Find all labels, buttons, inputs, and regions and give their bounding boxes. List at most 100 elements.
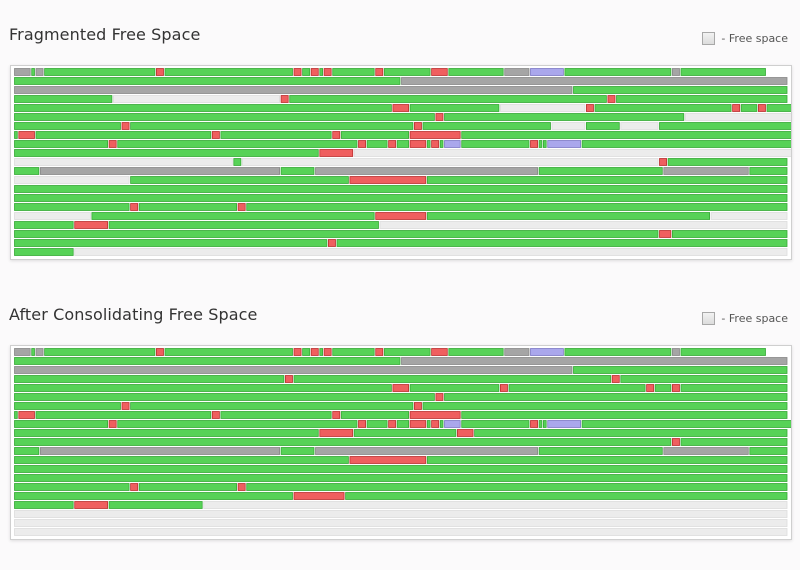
used-cluster-block xyxy=(353,429,457,437)
used-cluster-block xyxy=(14,465,788,473)
unmovable-cluster-block xyxy=(375,68,384,76)
used-cluster-block xyxy=(667,158,788,166)
used-cluster-block xyxy=(246,483,788,491)
free-space-block xyxy=(14,176,130,184)
used-cluster-block xyxy=(14,429,319,437)
used-cluster-block xyxy=(616,95,788,103)
unmovable-cluster-block xyxy=(108,420,117,428)
used-cluster-block xyxy=(340,411,409,419)
used-cluster-block xyxy=(117,140,358,148)
metadata-cluster-block xyxy=(444,140,461,148)
used-cluster-block xyxy=(426,420,431,428)
used-cluster-block xyxy=(383,68,431,76)
unmovable-cluster-block xyxy=(130,483,139,491)
used-cluster-block xyxy=(14,104,392,112)
unmovable-cluster-block xyxy=(392,104,409,112)
system-cluster-block xyxy=(14,366,573,374)
used-cluster-block xyxy=(31,68,35,76)
used-cluster-block xyxy=(586,122,620,130)
unmovable-cluster-block xyxy=(327,239,336,247)
used-cluster-block xyxy=(336,239,788,247)
metadata-cluster-block xyxy=(530,348,564,356)
used-cluster-block xyxy=(426,456,788,464)
unmovable-cluster-block xyxy=(332,411,341,419)
used-cluster-block xyxy=(14,492,293,500)
unmovable-cluster-block xyxy=(319,149,354,157)
used-cluster-block xyxy=(130,176,349,184)
used-cluster-block xyxy=(749,167,788,175)
panel-title: Fragmented Free Space xyxy=(9,25,201,44)
unmovable-cluster-block xyxy=(431,140,440,148)
unmovable-cluster-block xyxy=(323,348,332,356)
used-cluster-block xyxy=(426,176,788,184)
free-space-block xyxy=(379,221,788,229)
used-cluster-block xyxy=(573,366,788,374)
used-cluster-block xyxy=(448,68,504,76)
free-space-block xyxy=(113,95,280,103)
unmovable-cluster-block xyxy=(375,348,384,356)
free-space-block xyxy=(14,519,788,527)
used-cluster-block xyxy=(14,474,788,482)
legend-label: - Free space xyxy=(721,312,788,325)
used-cluster-block xyxy=(680,348,766,356)
unmovable-cluster-block xyxy=(435,393,444,401)
disk-map xyxy=(10,345,792,540)
used-cluster-block xyxy=(543,140,547,148)
used-cluster-block xyxy=(581,420,791,428)
system-cluster-block xyxy=(401,357,788,365)
used-cluster-block xyxy=(14,221,74,229)
used-cluster-block xyxy=(130,122,414,130)
used-cluster-block xyxy=(620,375,788,383)
unmovable-cluster-block xyxy=(611,375,620,383)
used-cluster-block xyxy=(14,77,401,85)
unmovable-cluster-block xyxy=(413,402,422,410)
free-space-block xyxy=(551,122,586,130)
unmovable-cluster-block xyxy=(319,429,354,437)
unmovable-cluster-block xyxy=(108,140,117,148)
unmovable-cluster-block xyxy=(332,131,341,139)
system-cluster-block xyxy=(39,447,281,455)
used-cluster-block xyxy=(680,68,766,76)
used-cluster-block xyxy=(14,357,401,365)
unmovable-cluster-block xyxy=(349,176,427,184)
used-cluster-block xyxy=(573,86,788,94)
used-cluster-block xyxy=(35,131,212,139)
used-cluster-block xyxy=(366,140,388,148)
used-cluster-block xyxy=(14,393,435,401)
unmovable-cluster-block xyxy=(280,95,289,103)
used-cluster-block xyxy=(538,140,543,148)
system-cluster-block xyxy=(315,167,539,175)
system-cluster-block xyxy=(39,167,281,175)
system-cluster-block xyxy=(14,68,31,76)
used-cluster-block xyxy=(14,456,349,464)
used-cluster-block xyxy=(14,411,18,419)
used-cluster-block xyxy=(91,212,375,220)
used-cluster-block xyxy=(35,411,212,419)
metadata-cluster-block xyxy=(444,420,461,428)
unmovable-cluster-block xyxy=(672,438,680,446)
cluster-map-svg xyxy=(14,68,791,256)
used-cluster-block xyxy=(14,131,18,139)
unmovable-cluster-block xyxy=(155,68,164,76)
used-cluster-block xyxy=(164,348,293,356)
unmovable-cluster-block xyxy=(413,122,422,130)
used-cluster-block xyxy=(581,140,791,148)
used-cluster-block xyxy=(439,140,444,148)
used-cluster-block xyxy=(14,167,40,175)
unmovable-cluster-block xyxy=(375,212,427,220)
used-cluster-block xyxy=(422,122,551,130)
used-cluster-block xyxy=(117,420,358,428)
unmovable-cluster-block xyxy=(409,411,461,419)
used-cluster-block xyxy=(138,203,237,211)
used-cluster-block xyxy=(14,248,74,256)
unmovable-cluster-block xyxy=(18,411,35,419)
unmovable-cluster-block xyxy=(237,203,246,211)
used-cluster-block xyxy=(44,348,156,356)
used-cluster-block xyxy=(280,167,315,175)
used-cluster-block xyxy=(426,212,710,220)
free-space-swatch-icon xyxy=(702,32,716,45)
used-cluster-block xyxy=(246,203,788,211)
unmovable-cluster-block xyxy=(431,420,440,428)
used-cluster-block xyxy=(474,429,788,437)
legend: - Free space xyxy=(702,312,788,325)
